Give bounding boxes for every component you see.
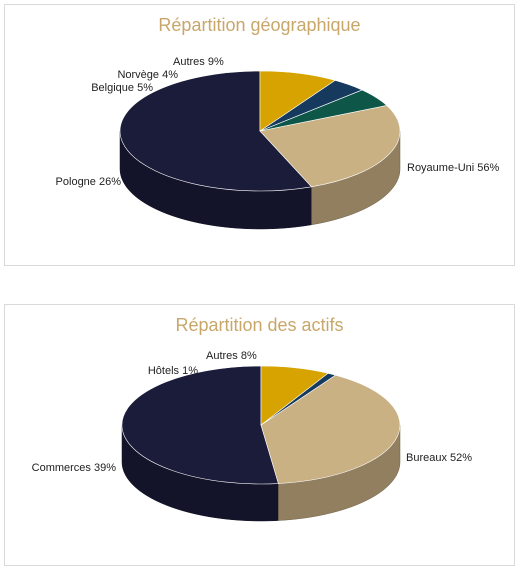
slice-label-commerces: Commerces 39% [32, 462, 117, 474]
chart-panel-assets: Répartition des actifs Bureaux 52% Commer… [4, 304, 515, 566]
pie-chart-geographic: Royaume-Uni 56% Pologne 26% Belgique 5%Nor… [56, 56, 500, 230]
slice-label-autres: Autres 9% [173, 56, 224, 68]
pie-tops [119, 70, 401, 192]
pie-labels: Bureaux 52% Commerces 39% Hôtels 1% Autres … [32, 350, 473, 474]
pie-slice-autres [260, 365, 329, 426]
pie-slice-commerces [260, 374, 401, 484]
pie-tops [121, 365, 401, 485]
pie-slice-pologne [259, 105, 401, 188]
slice-label-bureaux: Bureaux 52% [406, 452, 472, 464]
slice-label-norv-ge: Norvège 4% [117, 69, 178, 81]
chart-panel-geographic: Répartition géographique Royaume-Uni 56%… [4, 4, 515, 266]
pie-slice-autres [259, 70, 336, 132]
slice-label-h-tels: Hôtels 1% [148, 365, 198, 377]
pie-chart-assets: Bureaux 52% Commerces 39% Hôtels 1% Autres … [32, 350, 473, 522]
slice-label-royaume-uni: Royaume-Uni 56% [407, 162, 500, 174]
chart-title: Répartition géographique [158, 15, 361, 35]
pie-slice-bureaux [121, 365, 279, 485]
slice-label-pologne: Pologne 26% [56, 176, 122, 188]
pie-slice-royaume-uni [119, 70, 313, 192]
slice-label-belgique: Belgique 5% [91, 82, 153, 94]
slice-label-autres: Autres 8% [206, 350, 257, 362]
chart-title: Répartition des actifs [175, 315, 344, 335]
pie-labels: Royaume-Uni 56% Pologne 26% Belgique 5%Nor… [56, 56, 500, 188]
